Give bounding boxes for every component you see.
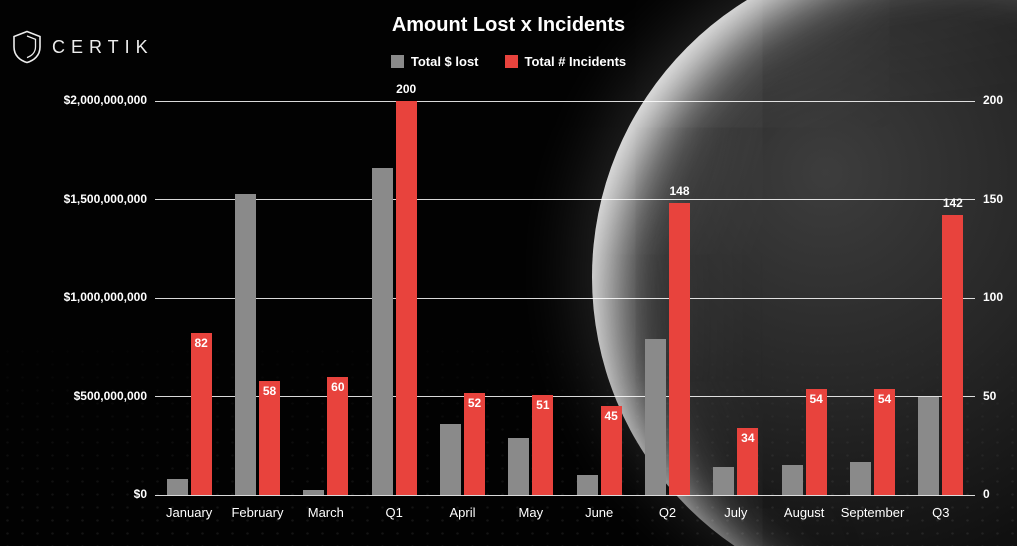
- bar-total-lost: [166, 479, 188, 495]
- bar-total-incidents: [942, 215, 964, 495]
- category-label: April: [449, 505, 476, 520]
- bar-total-incidents: [464, 392, 485, 495]
- legend-swatch: [390, 55, 404, 68]
- category-label: September: [840, 505, 905, 520]
- y-axis-label-right: 150: [983, 191, 1004, 206]
- y-axis-label-left: $0: [133, 487, 147, 501]
- bar-value-label: 142: [942, 196, 963, 211]
- bar-total-lost: [371, 167, 393, 495]
- bar-value-label: 34: [741, 431, 755, 446]
- bar-total-lost: [576, 475, 598, 495]
- bar-value-label: 60: [331, 379, 345, 394]
- category-label: May: [518, 505, 544, 520]
- category-label: Q2: [658, 505, 677, 520]
- bar-total-lost: [850, 462, 871, 495]
- bar-total-incidents: [395, 101, 417, 495]
- category-label: March: [307, 505, 344, 520]
- bar-total-lost: [645, 339, 666, 495]
- bar-value-label: 148: [669, 184, 690, 199]
- bar-total-lost: [508, 437, 530, 495]
- legend-label: Total # Incidents: [524, 54, 627, 69]
- category-label: June: [585, 505, 614, 520]
- bar-total-incidents: [190, 333, 212, 495]
- bar-total-lost: [713, 467, 735, 495]
- certik-logo: CERTIK: [12, 30, 154, 64]
- legend-item: Total $ lost: [390, 54, 479, 69]
- bar-total-lost: [440, 424, 461, 495]
- y-axis-label-right: 100: [983, 290, 1004, 304]
- bar-value-label: 51: [536, 397, 550, 412]
- bar-value-label: 52: [467, 395, 482, 410]
- legend-swatch: [504, 55, 518, 68]
- y-axis-label-right: 200: [983, 93, 1004, 107]
- gridline: [155, 494, 975, 496]
- bar-total-incidents: [259, 380, 280, 495]
- bar-total-lost: [918, 396, 940, 495]
- y-axis-label-left: $500,000,000: [73, 388, 147, 403]
- gridline: [155, 199, 975, 200]
- bar-total-incidents: [532, 394, 554, 495]
- bar-total-incidents: [327, 376, 349, 495]
- bar-total-incidents: [600, 406, 622, 495]
- bar-total-incidents: [669, 203, 690, 495]
- bar-value-label: 54: [877, 391, 892, 406]
- y-axis-label-left: $1,500,000,000: [63, 191, 147, 206]
- category-label: Q1: [385, 505, 403, 520]
- legend-label: Total $ lost: [410, 54, 479, 69]
- dot-mesh-pattern: [0, 306, 1017, 546]
- legend-item: Total # Incidents: [504, 54, 627, 69]
- bar-total-lost: [781, 465, 803, 495]
- y-axis-label-right: 0: [983, 487, 990, 501]
- category-label: August: [783, 505, 825, 520]
- chart-legend: Total $ lost Total # Incidents: [0, 54, 1017, 69]
- bar-value-label: 54: [809, 391, 823, 406]
- category-label: July: [724, 505, 748, 520]
- certik-shield-icon: [12, 30, 42, 64]
- y-axis-label-right: 50: [983, 388, 997, 403]
- chart-title: Amount Lost x Incidents: [391, 14, 626, 36]
- gridline: [155, 396, 975, 397]
- bar-value-label: 200: [396, 82, 417, 96]
- category-label: Q3: [932, 505, 950, 520]
- bar-total-lost: [235, 193, 256, 495]
- gridline: [155, 100, 975, 102]
- category-label: January: [166, 505, 213, 520]
- bar-total-incidents: [874, 388, 895, 495]
- category-label: February: [231, 505, 284, 520]
- bar-value-label: 58: [262, 383, 277, 398]
- brand-name: CERTIK: [52, 36, 154, 57]
- y-axis-label-left: $1,000,000,000: [63, 290, 147, 304]
- bar-value-label: 82: [194, 336, 208, 351]
- y-axis-label-left: $2,000,000,000: [63, 93, 147, 107]
- bar-value-label: 45: [604, 409, 618, 424]
- bar-total-incidents: [737, 428, 759, 495]
- gridline: [155, 297, 975, 299]
- bar-total-incidents: [805, 388, 827, 495]
- bar-total-lost: [303, 490, 325, 495]
